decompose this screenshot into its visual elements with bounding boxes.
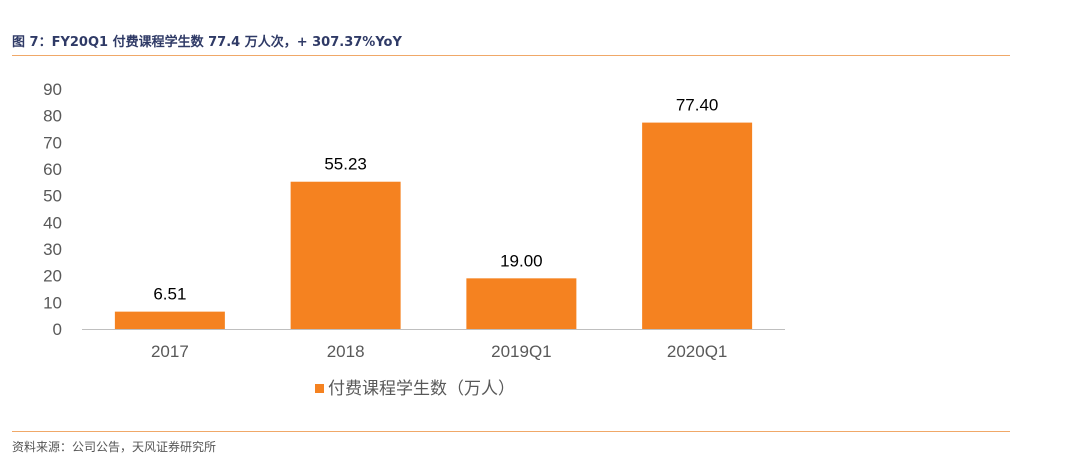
legend-swatch	[315, 384, 324, 393]
x-tick-label: 2018	[327, 342, 365, 361]
bars: 6.51 55.23 19.00 77.40	[114, 96, 753, 329]
y-tick-label: 80	[43, 107, 62, 126]
y-tick-label: 90	[43, 80, 62, 99]
y-tick-label: 30	[43, 240, 62, 259]
legend: 付费课程学生数（万人）	[315, 379, 515, 398]
y-axis: 0 10 20 30 40 50 60 70 80 90	[43, 80, 62, 339]
footer-divider	[12, 431, 1010, 432]
y-tick-label: 70	[43, 133, 62, 152]
y-tick-label: 60	[43, 160, 62, 179]
legend-label: 付费课程学生数（万人）	[328, 379, 515, 398]
x-tick-label: 2020Q1	[667, 342, 728, 361]
bar	[642, 122, 753, 329]
x-axis: 2017 2018 2019Q1 2020Q1	[151, 342, 727, 361]
data-label: 77.40	[676, 96, 719, 115]
y-tick-label: 20	[43, 267, 62, 286]
figure-title: 图 7：FY20Q1 付费课程学生数 77.4 万人次，+ 307.37%YoY	[12, 35, 402, 50]
y-tick-label: 40	[43, 213, 62, 232]
x-tick-label: 2017	[151, 342, 189, 361]
data-label: 55.23	[324, 155, 367, 174]
x-tick-label: 2019Q1	[491, 342, 552, 361]
data-label: 19.00	[500, 251, 543, 270]
y-tick-label: 0	[53, 320, 62, 339]
title-divider	[12, 55, 1010, 56]
data-label: 6.51	[153, 285, 186, 304]
bar	[114, 311, 225, 329]
source-note: 资料来源：公司公告，天风证券研究所	[12, 440, 217, 454]
y-tick-label: 50	[43, 187, 62, 206]
bar	[466, 278, 577, 329]
bar	[290, 181, 401, 329]
y-tick-label: 10	[43, 293, 62, 312]
